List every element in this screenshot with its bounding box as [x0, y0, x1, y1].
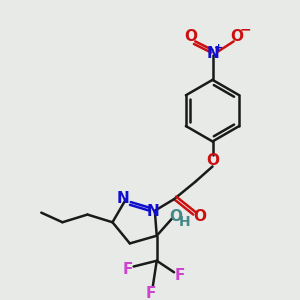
Text: O: O — [169, 209, 182, 224]
Text: O: O — [230, 29, 243, 44]
Text: H: H — [179, 215, 190, 229]
Text: +: + — [214, 43, 223, 53]
Text: F: F — [146, 286, 156, 300]
Text: −: − — [239, 23, 251, 37]
Text: F: F — [123, 262, 133, 277]
Text: O: O — [206, 153, 219, 168]
Text: O: O — [194, 209, 206, 224]
Text: N: N — [146, 204, 159, 219]
Text: N: N — [117, 191, 129, 206]
Text: F: F — [175, 268, 185, 283]
Text: N: N — [206, 46, 219, 62]
Text: O: O — [184, 29, 197, 44]
